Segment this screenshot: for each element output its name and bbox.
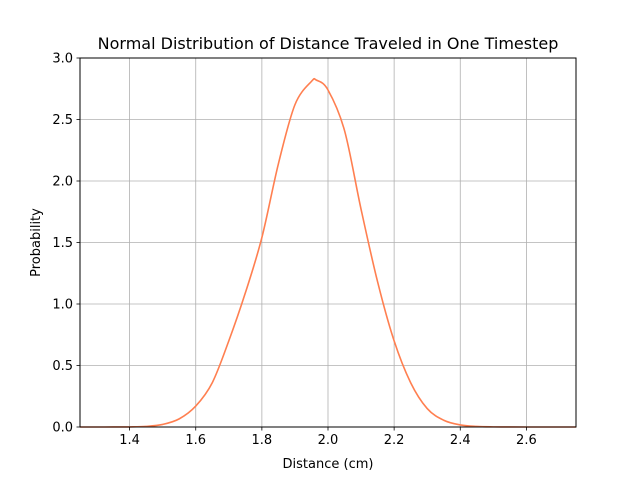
x-tick-label: 1.4: [119, 433, 140, 448]
y-tick-label: 0.0: [52, 421, 73, 436]
x-tick-label: 1.6: [185, 433, 206, 448]
x-tick-label: 2.2: [384, 433, 405, 448]
chart-title: Normal Distribution of Distance Traveled…: [98, 34, 559, 53]
y-tick-label: 1.0: [52, 298, 73, 313]
x-tick-label: 1.8: [252, 433, 273, 448]
x-axis-label: Distance (cm): [283, 457, 374, 472]
x-tick-label: 2.0: [318, 433, 339, 448]
y-axis-label: Probability: [29, 208, 44, 277]
x-tick-label: 2.4: [450, 433, 471, 448]
y-tick-label: 2.5: [52, 113, 73, 128]
y-tick-label: 3.0: [52, 52, 73, 67]
x-tick-label: 2.6: [516, 433, 537, 448]
y-tick-label: 1.5: [52, 236, 73, 251]
ticks: 1.4 1.6 1.8 2.0 2.2 2.4 2.6 0.0 0.5 1.0 1.5 2.0 2.5 3…: [52, 52, 536, 449]
y-tick-label: 2.0: [52, 175, 73, 190]
y-tick-label: 0.5: [52, 359, 73, 374]
